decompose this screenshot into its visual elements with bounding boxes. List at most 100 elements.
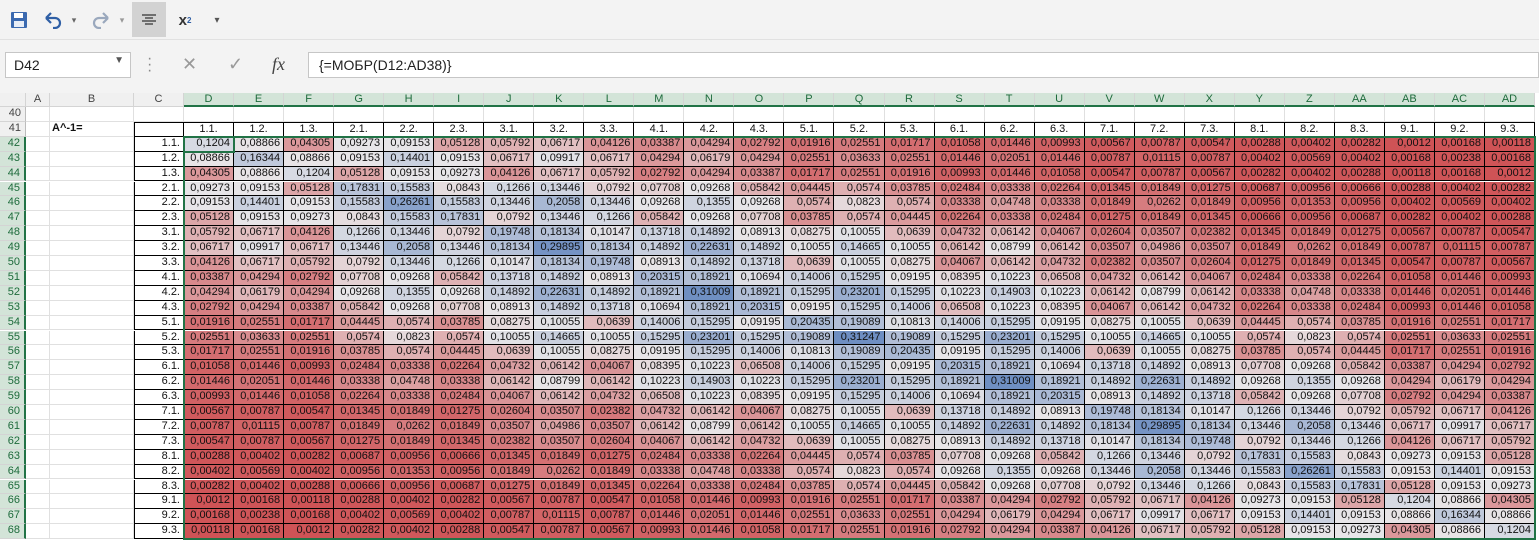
matrix-cell[interactable]: 0,01345: [484, 449, 535, 465]
matrix-cell[interactable]: 0,01849: [1084, 196, 1135, 212]
matrix-cell[interactable]: 0,14892: [984, 405, 1035, 420]
matrix-cell[interactable]: 0,00547: [1084, 166, 1135, 182]
matrix-cell[interactable]: 0,04305: [1384, 524, 1435, 540]
matrix-cell[interactable]: 0,20435: [784, 315, 835, 331]
matrix-cell[interactable]: 0,05792: [1184, 524, 1235, 540]
matrix-cell[interactable]: 0,02551: [784, 509, 835, 525]
matrix-cell[interactable]: 0,0792: [434, 226, 485, 242]
matrix-cell[interactable]: 0,01849: [1184, 196, 1235, 212]
matrix-cell[interactable]: 0,01446: [1434, 300, 1485, 316]
matrix-cell[interactable]: 0,04294: [684, 136, 735, 152]
grid-cell[interactable]: [26, 181, 50, 197]
matrix-cell[interactable]: 0,03338: [984, 211, 1035, 227]
matrix-cell[interactable]: 0,00168: [1484, 151, 1535, 167]
matrix-cell[interactable]: 0,00787: [534, 494, 585, 510]
matrix-cell[interactable]: 0,06717: [584, 151, 635, 167]
matrix-cell[interactable]: 0,02051: [234, 375, 285, 391]
matrix-cell[interactable]: 0,13718: [1184, 390, 1235, 405]
matrix-cell[interactable]: 0,0843: [1234, 479, 1285, 495]
row-label[interactable]: 7.3.: [134, 434, 184, 450]
matrix-cell[interactable]: 0,02792: [1384, 390, 1435, 405]
matrix-cell[interactable]: 0,10055: [534, 315, 585, 331]
matrix-cell[interactable]: 0,0262: [1134, 196, 1185, 212]
matrix-cell[interactable]: 0,05792: [484, 136, 535, 152]
matrix-cell[interactable]: 0,00402: [1284, 166, 1335, 182]
matrix-cell[interactable]: 0,14892: [584, 285, 635, 301]
matrix-cell[interactable]: 0,00168: [1434, 166, 1485, 182]
matrix-cell[interactable]: 0,08913: [584, 270, 635, 286]
column-header-g[interactable]: G: [334, 93, 385, 107]
matrix-cell[interactable]: 0,07708: [1034, 479, 1085, 495]
matrix-cell[interactable]: 0,02382: [1084, 256, 1135, 271]
matrix-cell[interactable]: 0,08395: [634, 360, 685, 376]
matrix-cell[interactable]: 0,0012: [1484, 166, 1535, 182]
matrix-cell[interactable]: 0,0823: [834, 196, 885, 212]
matrix-cell[interactable]: 0,13718: [584, 300, 635, 316]
matrix-cell[interactable]: 0,00993: [1384, 300, 1435, 316]
matrix-cell[interactable]: 0,01058: [1384, 270, 1435, 286]
matrix-cell[interactable]: 0,10223: [634, 375, 685, 391]
column-header-m[interactable]: M: [634, 93, 685, 107]
matrix-cell[interactable]: 0,00787: [284, 419, 335, 435]
matrix-cell[interactable]: 0,01849: [1334, 241, 1385, 256]
matrix-cell[interactable]: 0,10694: [1034, 360, 1085, 376]
matrix-cell[interactable]: 0,09268: [984, 479, 1035, 495]
matrix-cell[interactable]: 0,08275: [784, 226, 835, 242]
row-label[interactable]: 1.1.: [134, 136, 184, 152]
matrix-cell[interactable]: 0,13718: [734, 256, 785, 271]
matrix-cell[interactable]: 0,09268: [1234, 375, 1285, 391]
matrix-cell[interactable]: 0,00956: [1284, 181, 1335, 197]
matrix-cell[interactable]: 0,02604: [1184, 256, 1235, 271]
matrix-cell[interactable]: 0,14892: [684, 226, 735, 242]
matrix-cell[interactable]: 0,0792: [584, 181, 635, 197]
column-label[interactable]: 2.2.: [384, 121, 435, 137]
matrix-cell[interactable]: 0,01275: [434, 405, 485, 420]
matrix-cell[interactable]: 0,03785: [784, 211, 835, 227]
matrix-cell[interactable]: 0,00168: [1434, 136, 1485, 152]
matrix-cell[interactable]: 0,04294: [1034, 509, 1085, 525]
matrix-cell[interactable]: 0,06717: [1484, 419, 1535, 435]
matrix-cell[interactable]: 0,00569: [234, 464, 285, 480]
matrix-cell[interactable]: 0,0823: [1284, 330, 1335, 346]
matrix-cell[interactable]: 0,1266: [584, 211, 635, 227]
matrix-cell[interactable]: 0,14892: [1184, 375, 1235, 391]
matrix-cell[interactable]: 0,1266: [434, 256, 485, 271]
matrix-cell[interactable]: 0,01345: [1234, 226, 1285, 242]
column-header-l[interactable]: L: [584, 93, 635, 107]
matrix-cell[interactable]: 0,02551: [1434, 345, 1485, 361]
matrix-cell[interactable]: 0,10223: [934, 285, 985, 301]
matrix-cell[interactable]: 0,2058: [1284, 419, 1335, 435]
matrix-cell[interactable]: 0,05842: [1034, 449, 1085, 465]
matrix-cell[interactable]: 0,02264: [334, 390, 385, 405]
matrix-cell[interactable]: 0,01345: [1334, 256, 1385, 271]
matrix-cell[interactable]: 0,00402: [1284, 136, 1335, 152]
matrix-cell[interactable]: 0,15295: [984, 345, 1035, 361]
matrix-cell[interactable]: 0,08395: [934, 270, 985, 286]
grid-cell[interactable]: [1034, 107, 1085, 122]
matrix-cell[interactable]: 0,15295: [884, 285, 935, 301]
matrix-cell[interactable]: 0,15295: [984, 315, 1035, 331]
matrix-cell[interactable]: 0,09153: [1434, 479, 1485, 495]
matrix-cell[interactable]: 0,01115: [1434, 241, 1485, 256]
matrix-cell[interactable]: 0,19748: [584, 256, 635, 271]
matrix-cell[interactable]: 0,01849: [1284, 256, 1335, 271]
matrix-cell[interactable]: 0,02051: [684, 509, 735, 525]
matrix-cell[interactable]: 0,13446: [334, 241, 385, 256]
grid-cell[interactable]: [50, 434, 134, 450]
matrix-cell[interactable]: 0,13446: [1234, 419, 1285, 435]
matrix-cell[interactable]: 0,00787: [1484, 241, 1535, 256]
matrix-cell[interactable]: 0,06142: [684, 434, 735, 450]
column-header-t[interactable]: T: [984, 93, 1035, 107]
matrix-cell[interactable]: 0,02264: [734, 449, 785, 465]
column-label[interactable]: 1.3.: [284, 121, 335, 137]
matrix-cell[interactable]: 0,06508: [734, 360, 785, 376]
matrix-cell[interactable]: 0,01446: [634, 509, 685, 525]
matrix-cell[interactable]: 0,01345: [584, 479, 635, 495]
matrix-cell[interactable]: 0,00282: [434, 494, 485, 510]
matrix-cell[interactable]: 0,02382: [484, 434, 535, 450]
matrix-cell[interactable]: 0,01849: [534, 479, 585, 495]
grid-cell[interactable]: [26, 226, 50, 242]
matrix-cell[interactable]: 0,2058: [384, 241, 435, 256]
matrix-cell[interactable]: 0,00687: [334, 449, 385, 465]
